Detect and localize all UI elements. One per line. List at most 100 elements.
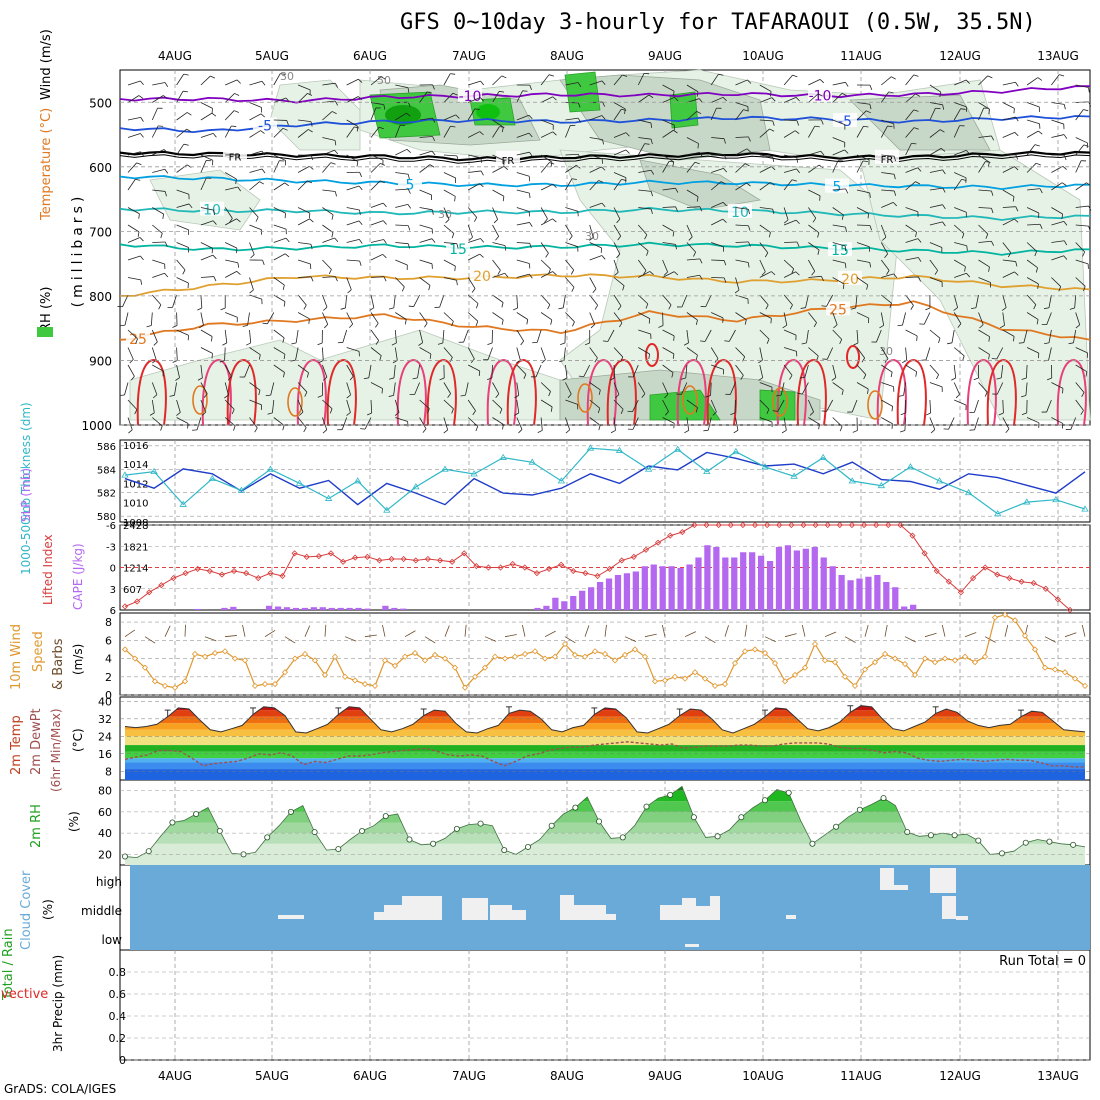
barb <box>1051 221 1065 226</box>
barb <box>176 203 190 208</box>
barb <box>808 125 816 138</box>
thickness-point <box>674 445 682 452</box>
barb <box>675 187 679 193</box>
barb <box>1074 294 1077 308</box>
wind-barb <box>864 625 869 637</box>
barb <box>934 270 938 275</box>
barb <box>953 224 965 234</box>
barb <box>938 338 941 344</box>
barb <box>249 347 261 356</box>
barb <box>1002 329 1015 337</box>
li-point <box>279 572 286 580</box>
barb <box>152 259 165 265</box>
wind-point <box>941 655 949 662</box>
barb <box>671 372 674 378</box>
barb <box>592 288 597 293</box>
li-point <box>970 575 977 582</box>
barb <box>183 143 189 146</box>
ylabel: (m/s) <box>71 644 85 675</box>
barb <box>681 294 688 308</box>
barb <box>322 237 335 243</box>
thickness-point <box>703 467 711 475</box>
tick-label: low <box>102 933 123 947</box>
barb <box>735 259 749 263</box>
barb <box>996 347 1004 360</box>
li-point <box>873 521 880 529</box>
barb <box>334 140 337 146</box>
barb <box>443 242 457 245</box>
wind-point <box>131 655 139 662</box>
barb <box>953 364 957 378</box>
barb <box>234 93 240 96</box>
li-point <box>860 521 868 529</box>
wind-barb <box>544 630 556 638</box>
barb <box>905 294 914 306</box>
cloud-bar <box>880 868 894 890</box>
barb <box>417 364 420 378</box>
barb <box>176 112 188 121</box>
barb <box>759 417 773 423</box>
barb <box>200 75 211 86</box>
barb <box>910 305 914 310</box>
thickness-point <box>324 494 333 501</box>
barb <box>249 113 262 121</box>
li-point <box>340 558 347 565</box>
barb <box>267 412 273 415</box>
cape-title: Lifted Index <box>41 534 55 605</box>
barb <box>176 73 185 86</box>
barb <box>918 276 921 282</box>
barb <box>322 259 332 270</box>
cape-bar <box>328 607 335 610</box>
barb <box>219 360 225 363</box>
barb <box>359 209 361 215</box>
cape-bar <box>775 546 783 610</box>
barb <box>514 412 520 416</box>
barb <box>758 359 763 364</box>
barb <box>297 259 311 265</box>
barb <box>443 277 457 281</box>
barb <box>891 76 896 80</box>
barb <box>662 187 676 191</box>
barb <box>200 294 203 308</box>
contour-loop <box>396 358 427 426</box>
barb <box>213 276 217 282</box>
barb <box>888 91 894 94</box>
barb <box>322 364 328 378</box>
barb <box>565 399 578 405</box>
barb <box>759 312 772 319</box>
barb <box>176 189 190 195</box>
barb <box>1025 364 1028 379</box>
barb <box>346 312 354 325</box>
barb <box>1002 206 1016 208</box>
barb <box>1015 82 1019 87</box>
li-point <box>400 555 407 563</box>
barb <box>954 272 967 278</box>
barb <box>249 130 261 138</box>
rh-point <box>738 814 745 821</box>
wind-point <box>881 650 889 658</box>
barb <box>616 253 621 259</box>
li-point <box>364 553 371 560</box>
barb <box>988 336 991 342</box>
barb <box>821 305 827 307</box>
thickness-point <box>586 444 595 451</box>
wind-point <box>1021 632 1029 639</box>
barb <box>231 409 235 415</box>
barb <box>796 120 800 126</box>
barb <box>929 382 943 388</box>
wind-point <box>951 657 959 664</box>
tick-label: 0.2 <box>109 1032 127 1045</box>
barb <box>832 224 846 228</box>
wind-point <box>271 681 279 688</box>
barb <box>450 73 456 75</box>
barb <box>813 322 817 328</box>
barb <box>929 277 943 283</box>
barb <box>589 115 603 121</box>
barb <box>1070 417 1077 430</box>
barb <box>1051 382 1064 389</box>
barb <box>615 394 620 399</box>
barb <box>451 408 454 414</box>
rh-point <box>1022 839 1029 846</box>
barb <box>370 239 384 243</box>
thickness-point <box>761 463 769 470</box>
